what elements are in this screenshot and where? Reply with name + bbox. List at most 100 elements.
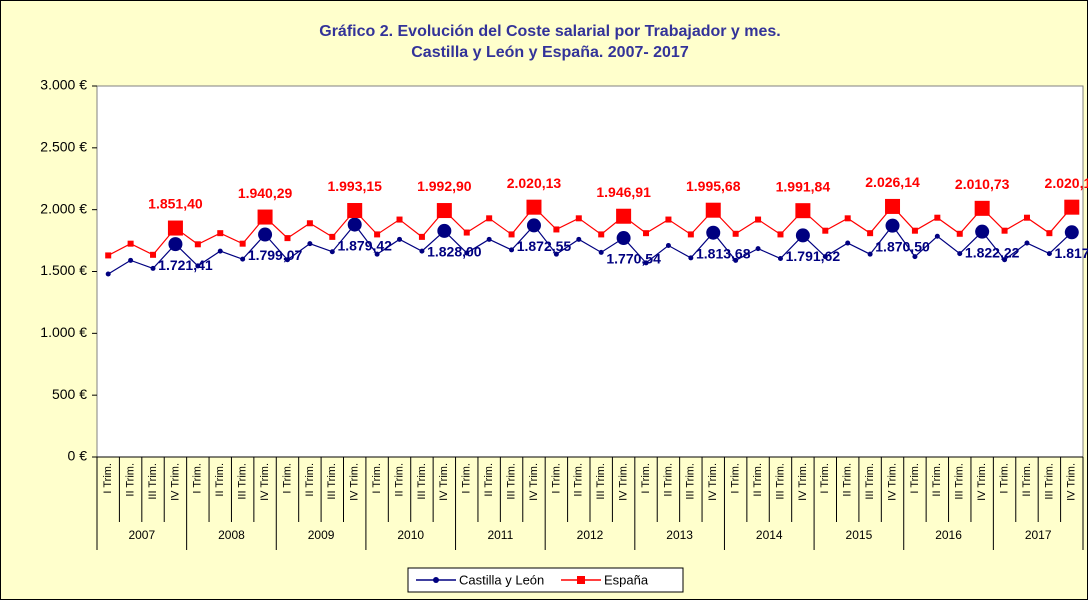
marker — [822, 227, 829, 234]
data-label: 1.813,68 — [696, 245, 751, 261]
y-tick-label: 0 € — [68, 448, 88, 464]
marker — [733, 257, 739, 263]
marker — [844, 215, 851, 222]
marker — [1046, 251, 1052, 257]
marker — [105, 271, 111, 277]
marker — [397, 236, 403, 242]
x-tick-label: I Trim. — [461, 463, 473, 494]
data-label: 1.995,68 — [686, 178, 741, 194]
marker — [956, 230, 963, 237]
chart-title: Castilla y León y España. 2007- 2017 — [411, 44, 689, 61]
marker — [934, 233, 940, 239]
data-label: 2.026,14 — [865, 174, 920, 190]
marker — [526, 218, 541, 233]
year-label: 2017 — [1025, 528, 1052, 542]
x-tick-label: III Trim. — [774, 463, 786, 500]
x-tick-label: III Trim. — [416, 463, 428, 500]
marker — [885, 218, 900, 233]
marker — [665, 243, 671, 249]
marker — [777, 231, 784, 238]
marker — [616, 208, 632, 224]
data-label: 1.822,22 — [965, 244, 1020, 260]
x-tick-label: III Trim. — [864, 463, 876, 500]
x-tick-label: IV Trim. — [1066, 463, 1078, 501]
year-label: 2009 — [308, 528, 335, 542]
x-tick-label: I Trim. — [819, 463, 831, 494]
x-tick-label: I Trim. — [102, 463, 114, 494]
marker — [240, 256, 246, 262]
marker — [867, 251, 873, 257]
marker — [1024, 240, 1030, 246]
data-label: 1.828,00 — [427, 244, 482, 260]
x-tick-label: IV Trim. — [169, 463, 181, 501]
x-tick-label: IV Trim. — [797, 463, 809, 501]
marker — [374, 251, 380, 257]
x-tick-label: III Trim. — [147, 463, 159, 500]
x-tick-label: III Trim. — [237, 463, 249, 500]
x-tick-label: IV Trim. — [618, 463, 630, 501]
legend-marker — [433, 577, 439, 583]
marker — [347, 217, 362, 232]
marker — [732, 230, 739, 237]
data-label: 1.721,41 — [158, 257, 213, 273]
marker — [822, 254, 828, 260]
x-tick-label: II Trim. — [125, 463, 137, 497]
marker — [217, 230, 224, 237]
marker — [257, 209, 273, 225]
marker — [755, 246, 761, 252]
x-tick-label: III Trim. — [326, 463, 338, 500]
marker — [486, 215, 493, 222]
x-tick-label: I Trim. — [550, 463, 562, 494]
x-tick-label: IV Trim. — [886, 463, 898, 501]
marker — [867, 230, 874, 237]
marker — [1023, 214, 1030, 221]
marker — [665, 216, 672, 223]
marker — [1046, 230, 1053, 237]
x-tick-label: II Trim. — [304, 463, 316, 497]
data-label: 1.991,84 — [776, 178, 831, 194]
marker — [688, 255, 694, 261]
year-label: 2015 — [846, 528, 873, 542]
year-label: 2007 — [128, 528, 155, 542]
x-tick-label: II Trim. — [662, 463, 674, 497]
marker — [419, 248, 425, 254]
data-label: 1.870,50 — [875, 238, 930, 254]
x-tick-label: III Trim. — [595, 463, 607, 500]
x-tick-label: II Trim. — [393, 463, 405, 497]
data-label: 1.851,40 — [148, 196, 203, 212]
plot-area — [96, 85, 1084, 458]
marker — [911, 227, 918, 234]
marker — [974, 200, 990, 216]
x-tick-label: II Trim. — [573, 463, 585, 497]
marker — [329, 249, 335, 255]
marker — [643, 260, 649, 266]
y-tick-label: 2.500 € — [40, 139, 87, 155]
data-label: 1.872,55 — [517, 238, 572, 254]
marker — [1001, 227, 1008, 234]
marker — [553, 251, 559, 257]
x-tick-label: IV Trim. — [976, 463, 988, 501]
x-tick-label: I Trim. — [909, 463, 921, 494]
marker — [598, 231, 605, 238]
marker — [217, 248, 223, 254]
x-tick-label: IV Trim. — [707, 463, 719, 501]
data-label: 1.770,54 — [606, 251, 661, 267]
marker — [553, 226, 560, 233]
y-tick-label: 3.000 € — [40, 77, 87, 93]
marker — [258, 227, 273, 242]
marker — [347, 203, 363, 219]
marker — [598, 249, 604, 255]
x-tick-label: III Trim. — [1043, 463, 1055, 500]
marker — [437, 223, 452, 238]
x-tick-label: II Trim. — [1021, 463, 1033, 497]
legend-marker — [577, 576, 585, 584]
marker — [795, 203, 811, 219]
x-tick-label: II Trim. — [842, 463, 854, 497]
marker — [436, 203, 452, 219]
data-label: 2.010,73 — [955, 176, 1010, 192]
marker — [576, 236, 582, 242]
year-label: 2011 — [487, 528, 513, 542]
marker — [885, 198, 901, 214]
marker — [934, 214, 941, 221]
marker — [329, 233, 336, 240]
